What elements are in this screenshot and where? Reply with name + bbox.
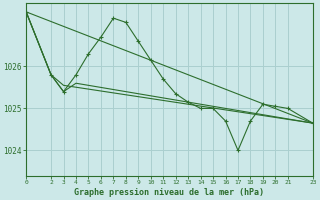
X-axis label: Graphe pression niveau de la mer (hPa): Graphe pression niveau de la mer (hPa) [75,188,264,197]
